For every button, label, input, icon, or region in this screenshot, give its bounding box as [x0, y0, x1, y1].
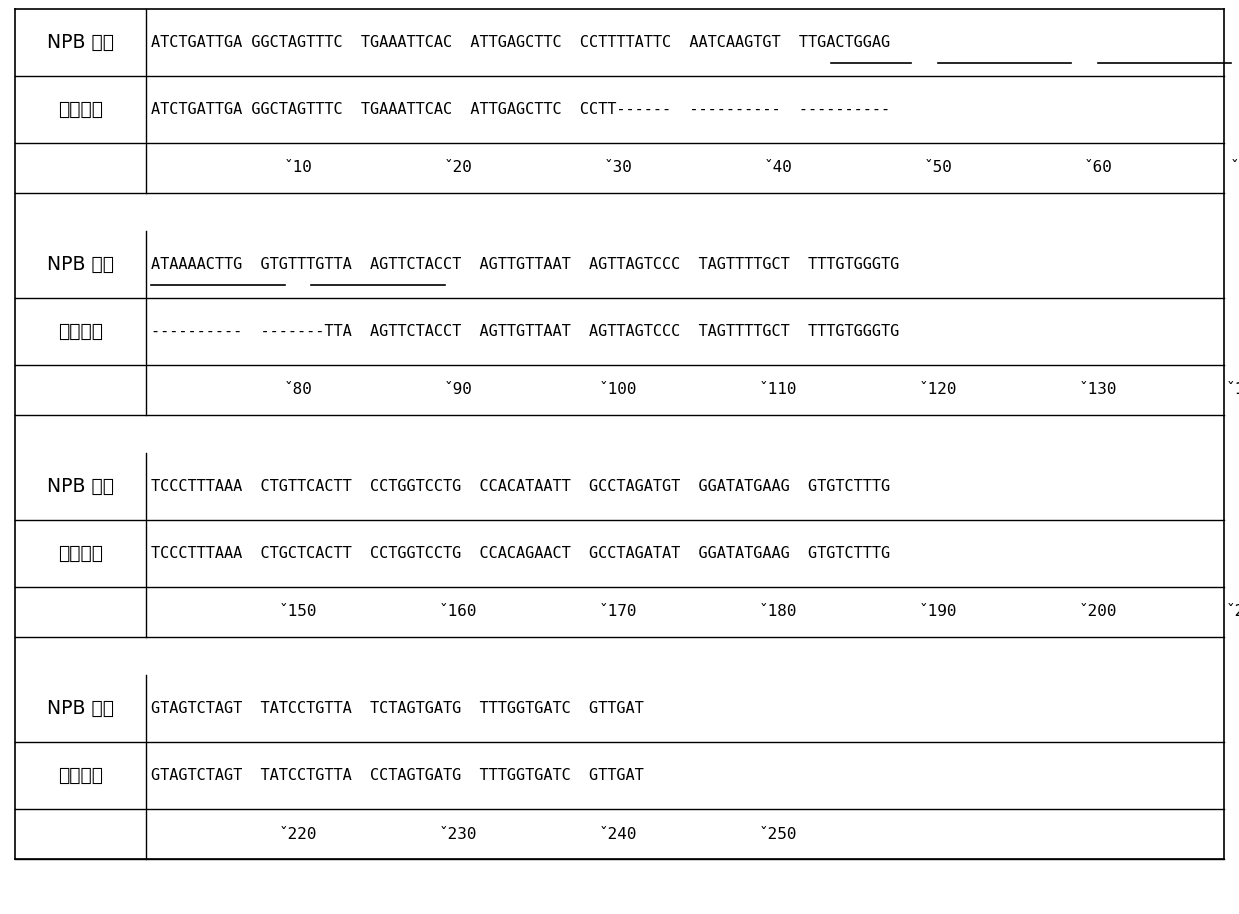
Text: ˇ100: ˇ100 — [598, 382, 637, 398]
Text: 特青序列: 特青序列 — [58, 766, 103, 785]
Text: ATAAAACTTG  GTGTTTGTTA  AGTTCTACCT  AGTTGTTAAT  AGTTAGTCCC  TAGTTTTGCT  TTTGTGGG: ATAAAACTTG GTGTTTGTTA AGTTCTACCT AGTTGTT… — [151, 257, 900, 272]
Text: ˇ160: ˇ160 — [439, 604, 477, 620]
Text: ˇ10: ˇ10 — [284, 160, 312, 175]
Text: ˇ250: ˇ250 — [758, 826, 797, 842]
Text: 特青序列: 特青序列 — [58, 100, 103, 119]
Text: ˇ60: ˇ60 — [1083, 160, 1113, 175]
Text: ˇ190: ˇ190 — [918, 604, 958, 620]
Text: NPB 序列: NPB 序列 — [47, 33, 114, 52]
Text: ˇ180: ˇ180 — [758, 604, 797, 620]
Text: ----------  -------TTA  AGTTCTACCT  AGTTGTTAAT  AGTTAGTCCC  TAGTTTTGCT  TTTGTGGG: ---------- -------TTA AGTTCTACCT AGTTGTT… — [151, 324, 900, 339]
Text: ˇ210: ˇ210 — [1225, 604, 1239, 620]
Text: ˇ90: ˇ90 — [444, 382, 472, 398]
Text: ˇ50: ˇ50 — [923, 160, 953, 175]
Text: 特青序列: 特青序列 — [58, 322, 103, 341]
Text: ˇ130: ˇ130 — [1079, 382, 1118, 398]
Text: ˇ240: ˇ240 — [598, 826, 637, 842]
Text: ˇ80: ˇ80 — [284, 382, 312, 398]
Text: ˇ20: ˇ20 — [444, 160, 472, 175]
Text: ˇ40: ˇ40 — [763, 160, 792, 175]
Text: ˇ70: ˇ70 — [1230, 160, 1239, 175]
Text: NPB 序列: NPB 序列 — [47, 477, 114, 496]
Text: ˇ30: ˇ30 — [603, 160, 632, 175]
Text: ˇ200: ˇ200 — [1079, 604, 1118, 620]
Text: ˇ170: ˇ170 — [598, 604, 637, 620]
Text: GTAGTCTAGT  TATCCTGTTA  TCTAGTGATG  TTTGGTGATC  GTTGAT: GTAGTCTAGT TATCCTGTTA TCTAGTGATG TTTGGTG… — [151, 701, 644, 717]
Text: ˇ220: ˇ220 — [279, 826, 317, 842]
Text: ATCTGATTGA GGCTAGTTTC  TGAAATTCAC  ATTGAGCTTC  CCTT------  ----------  ---------: ATCTGATTGA GGCTAGTTTC TGAAATTCAC ATTGAGC… — [151, 101, 891, 117]
Text: ATCTGATTGA GGCTAGTTTC  TGAAATTCAC  ATTGAGCTTC  CCTTTTATTC  AATCAAGTGT  TTGACTGGA: ATCTGATTGA GGCTAGTTTC TGAAATTCAC ATTGAGC… — [151, 35, 891, 50]
Text: 特青序列: 特青序列 — [58, 544, 103, 563]
Text: ˇ150: ˇ150 — [279, 604, 317, 620]
Text: ˇ110: ˇ110 — [758, 382, 797, 398]
Text: TCCCTTTAAA  CTGTTCACTT  CCTGGTCCTG  CCACATAATT  GCCTAGATGT  GGATATGAAG  GTGTCTTT: TCCCTTTAAA CTGTTCACTT CCTGGTCCTG CCACATA… — [151, 479, 891, 494]
Text: TCCCTTTAAA  CTGCTCACTT  CCTGGTCCTG  CCACAGAACT  GCCTAGATAT  GGATATGAAG  GTGTCTTT: TCCCTTTAAA CTGCTCACTT CCTGGTCCTG CCACAGA… — [151, 546, 891, 561]
Text: GTAGTCTAGT  TATCCTGTTA  CCTAGTGATG  TTTGGTGATC  GTTGAT: GTAGTCTAGT TATCCTGTTA CCTAGTGATG TTTGGTG… — [151, 768, 644, 783]
Text: NPB 序列: NPB 序列 — [47, 699, 114, 718]
Text: ˇ120: ˇ120 — [918, 382, 958, 398]
Text: ˇ140: ˇ140 — [1225, 382, 1239, 398]
Text: ˇ230: ˇ230 — [439, 826, 477, 842]
Text: NPB 序列: NPB 序列 — [47, 255, 114, 274]
